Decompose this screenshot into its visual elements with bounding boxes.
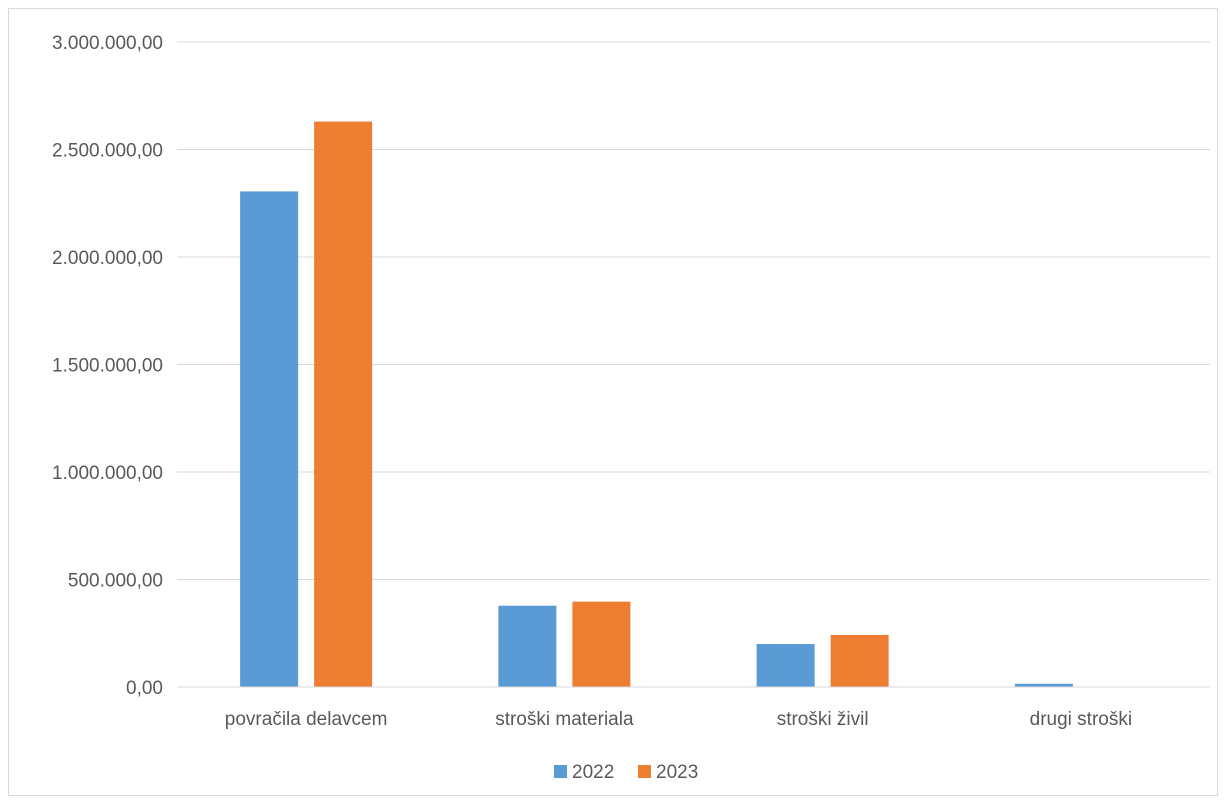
- y-tick-label: 0,00: [126, 678, 163, 699]
- x-category-label: drugi stroški: [1030, 709, 1132, 730]
- x-category-label: stroški materiala: [495, 709, 634, 730]
- y-tick-label: 3.000.000,00: [52, 33, 163, 54]
- legend-label: 2022: [572, 762, 614, 783]
- x-category-label: povračila delavcem: [225, 709, 388, 730]
- bar-2022-0: [240, 191, 299, 688]
- x-category-label: stroški živil: [777, 709, 869, 730]
- bar-2023-2: [830, 634, 889, 687]
- category-labels: povračila delavcem stroški materiala stroš…: [225, 709, 1132, 730]
- bar-2022-3: [1014, 683, 1073, 687]
- bar-2022-1: [498, 605, 557, 687]
- y-axis-tick-labels: 0,00 500.000,00 1.000.000,00 1.500.000,00 2.…: [52, 33, 163, 699]
- bar-2023-1: [572, 601, 631, 687]
- y-tick-label: 1.500.000,00: [52, 356, 163, 377]
- bars: [240, 121, 1073, 688]
- legend-swatch-2022: [554, 765, 567, 778]
- bar-2023-0: [314, 121, 373, 688]
- y-tick-label: 1.000.000,00: [52, 463, 163, 484]
- legend-label: 2023: [656, 762, 698, 783]
- y-tick-label: 500.000,00: [68, 571, 163, 592]
- legend: 2022 2023: [554, 762, 698, 783]
- bar-2022-2: [756, 644, 815, 687]
- y-tick-label: 2.500.000,00: [52, 141, 163, 162]
- y-tick-label: 2.000.000,00: [52, 248, 163, 269]
- legend-swatch-2023: [638, 765, 651, 778]
